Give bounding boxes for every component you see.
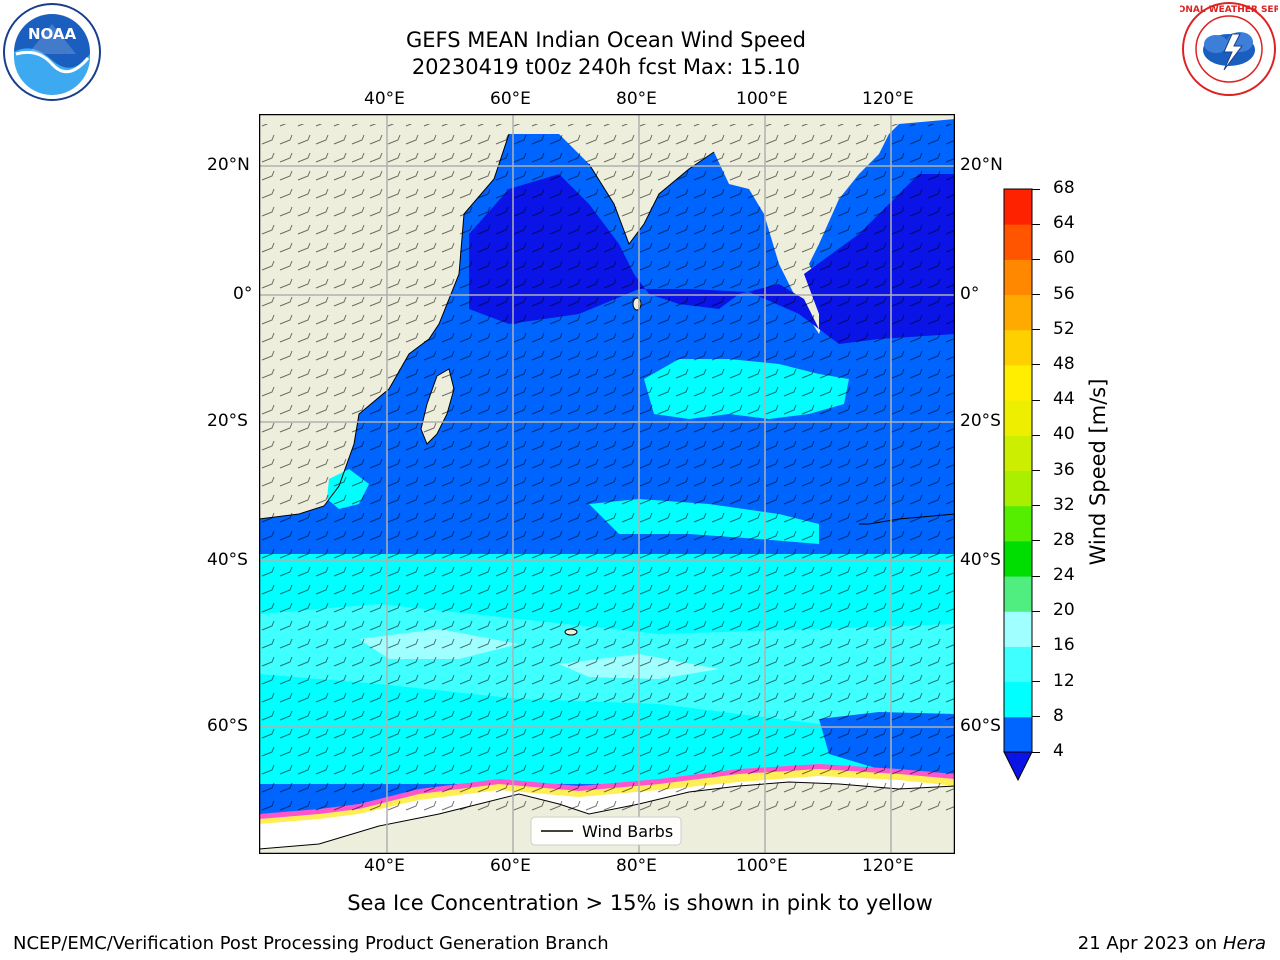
colorbar-tick-mark [1032, 258, 1040, 260]
lon-label-bottom-120e: 120°E [862, 856, 914, 876]
colorbar [1003, 188, 1033, 782]
colorbar-tick-mark [1032, 223, 1040, 225]
colorbar-tick-mark [1032, 575, 1040, 577]
colorbar-tick-label: 4 [1053, 741, 1064, 761]
colorbar-tick-label: 32 [1053, 494, 1075, 515]
map-title: GEFS MEAN Indian Ocean Wind Speed [405, 28, 807, 52]
colorbar-tick-label: 28 [1053, 529, 1075, 550]
lon-label-top-120e: 120°E [862, 89, 914, 109]
colorbar-tick-mark [1032, 681, 1040, 683]
colorbar-under-arrow [1003, 751, 1033, 782]
colorbar-tick-mark [1032, 716, 1040, 718]
sea-ice-note: Sea Ice Concentration > 15% is shown in … [347, 891, 933, 915]
lat-label-left-20n: 20°N [207, 155, 250, 175]
colorbar-segment [1004, 576, 1032, 612]
lon-label-top-60e: 60°E [490, 89, 531, 109]
colorbar-segment [1004, 400, 1032, 436]
africa-coastline [259, 133, 510, 520]
footer-credit: NCEP/EMC/Verification Post Processing Pr… [13, 933, 609, 954]
colorbar-tick-label: 8 [1053, 705, 1064, 726]
colorbar-tick-mark [1032, 470, 1040, 471]
wind-speed-map: Wind Barbs [259, 114, 955, 854]
colorbar-tick-label: 60 [1053, 248, 1075, 269]
colorbar-segment [1004, 611, 1032, 647]
footer-date: 21 Apr 2023 on [1077, 933, 1223, 954]
lat-label-right-0: 0° [960, 284, 980, 304]
colorbar-segment [1004, 259, 1032, 296]
colorbar-tick-label: 12 [1053, 670, 1075, 691]
colorbar-segment [1004, 224, 1032, 260]
colorbar-tick-label: 56 [1053, 283, 1075, 304]
lat-label-left-60s: 60°S [207, 716, 248, 736]
footer-machine: Hera [1222, 933, 1266, 954]
map-frame [259, 114, 955, 854]
colorbar-tick-mark [1032, 751, 1040, 753]
colorbar-tick-label: 64 [1053, 213, 1075, 234]
lon-label-bottom-40e: 40°E [364, 856, 405, 876]
lat-label-left-0: 0° [233, 284, 253, 304]
colorbar-segment [1004, 364, 1032, 401]
colorbar-tick-mark [1032, 329, 1040, 331]
legend-label: Wind Barbs [582, 822, 673, 841]
colorbar-segment [1004, 329, 1032, 366]
lat-label-right-20s: 20°S [960, 411, 1001, 431]
colorbar-tick-mark [1032, 610, 1040, 612]
colorbar-tick-label: 52 [1053, 318, 1075, 339]
colorbar-segment [1004, 470, 1032, 507]
colorbar-segment [1004, 716, 1032, 753]
map-subtitle: 20230419 t00z 240h fcst Max: 15.10 [411, 55, 801, 79]
colorbar-segment [1004, 294, 1032, 331]
colorbar-label: Wind Speed [m/s] [1086, 378, 1110, 566]
lon-label-top-40e: 40°E [364, 89, 405, 109]
colorbar-tick-label: 40 [1053, 424, 1075, 445]
lat-label-left-40s: 40°S [207, 550, 248, 570]
lat-label-right-20n: 20°N [960, 155, 1003, 175]
noaa-logo: NOAA [3, 3, 101, 101]
wind-barbs-legend: Wind Barbs [530, 816, 682, 846]
colorbar-tick-label: 36 [1053, 459, 1075, 480]
colorbar-tick-label: 24 [1053, 565, 1075, 586]
colorbar-segment [1004, 681, 1032, 718]
australia-coastline [859, 513, 955, 525]
colorbar-tick-mark [1032, 188, 1040, 190]
colorbar-segment [1004, 646, 1032, 683]
lon-label-bottom-60e: 60°E [490, 856, 531, 876]
lon-label-bottom-80e: 80°E [616, 856, 657, 876]
colorbar-segment [1004, 505, 1032, 542]
lon-label-top-100e: 100°E [736, 89, 788, 109]
lat-label-right-60s: 60°S [960, 716, 1001, 736]
lat-label-left-20s: 20°S [207, 411, 248, 431]
colorbar-tick-mark [1032, 645, 1040, 647]
graticule [259, 114, 955, 854]
nws-logo-text: NATIONAL WEATHER SERVICE [1180, 5, 1278, 15]
colorbar-tick-label: 68 [1053, 178, 1075, 198]
footer-timestamp: 21 Apr 2023 on Hera [1078, 933, 1266, 954]
nws-logo: NATIONAL WEATHER SERVICE [1180, 2, 1278, 96]
colorbar-tick-mark [1032, 505, 1040, 507]
lon-label-top-80e: 80°E [616, 89, 657, 109]
colorbar-tick-label: 16 [1053, 635, 1075, 656]
colorbar-tick-label: 44 [1053, 389, 1075, 410]
india-coastline [588, 151, 715, 246]
colorbar-segment [1004, 435, 1032, 471]
colorbar-segment [1004, 189, 1032, 225]
colorbar-tick-mark [1032, 434, 1040, 436]
colorbar-segment [1004, 540, 1032, 577]
wind-barbs-field [259, 124, 955, 814]
colorbar-tick-mark [1032, 294, 1040, 296]
lat-label-right-40s: 40°S [960, 550, 1001, 570]
colorbar-tick-mark [1032, 399, 1040, 401]
noaa-logo-text: NOAA [28, 25, 77, 43]
colorbar-tick-label: 20 [1053, 600, 1075, 621]
colorbar-tick-label: 48 [1053, 353, 1075, 374]
colorbar-tick-mark [1032, 364, 1040, 366]
lon-label-bottom-100e: 100°E [736, 856, 788, 876]
colorbar-tick-mark [1032, 540, 1040, 542]
